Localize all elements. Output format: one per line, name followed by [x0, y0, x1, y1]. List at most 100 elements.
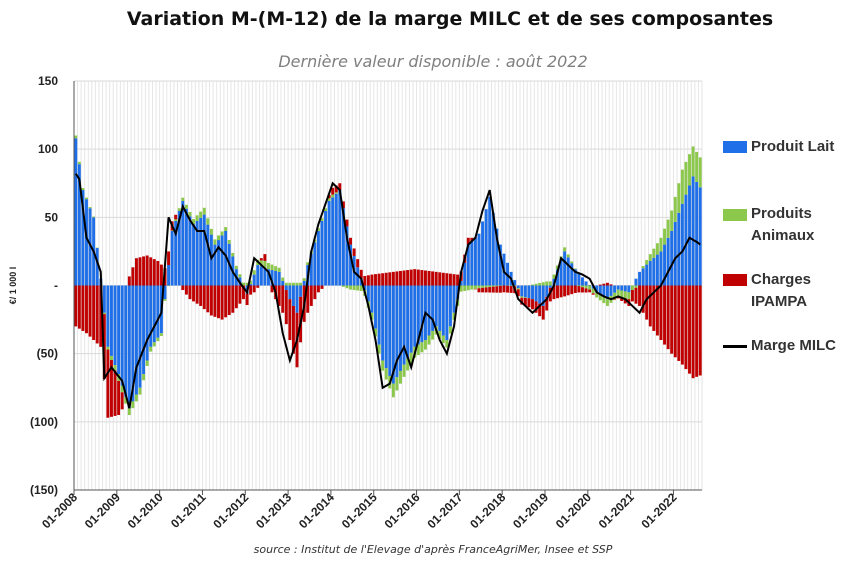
bar-lait — [634, 278, 638, 286]
bar-anim — [163, 299, 167, 301]
bar-anim — [267, 263, 270, 270]
bar-lait — [374, 285, 377, 329]
bar-charges — [605, 282, 609, 286]
bar-lait — [609, 285, 613, 296]
bar-anim — [552, 274, 556, 279]
bar-anim — [563, 247, 567, 252]
bar-charges — [502, 285, 506, 293]
bar-anim — [584, 285, 588, 289]
bar-anim — [438, 330, 442, 339]
bar-lait — [320, 220, 324, 286]
bar-charges — [213, 285, 217, 317]
bar-charges — [256, 285, 260, 288]
bar-lait — [316, 230, 320, 286]
bar-anim — [349, 285, 352, 290]
bar-anim — [548, 281, 552, 286]
bar-lait — [145, 285, 149, 361]
bar-charges — [209, 285, 213, 316]
bar-charges — [591, 293, 595, 295]
bar-anim — [652, 248, 656, 258]
bar-charges — [573, 285, 577, 293]
bar-charges — [366, 275, 370, 286]
bar-lait — [156, 285, 160, 338]
bar-lait — [81, 190, 85, 286]
bar-anim — [688, 154, 691, 186]
bar-lait — [413, 285, 417, 347]
bar-charges — [531, 299, 534, 310]
bar-anim — [520, 296, 524, 298]
bar-anim — [466, 285, 470, 291]
bar-lait — [195, 220, 199, 286]
bar-charges — [391, 271, 395, 286]
legend-swatch-anim — [723, 209, 747, 221]
bar-lait — [670, 230, 674, 286]
legend-label-lait: Produit Lait — [751, 138, 835, 155]
bar-anim — [588, 285, 592, 290]
bar-charges — [259, 258, 263, 261]
bar-lait — [595, 285, 599, 293]
bar-anim — [420, 342, 424, 353]
bar-lait — [334, 193, 338, 286]
bar-lait — [85, 199, 88, 286]
bar-charges — [488, 287, 492, 293]
bar-lait — [163, 285, 167, 300]
bar-anim — [598, 294, 602, 301]
bar-lait — [152, 285, 156, 343]
bar-lait — [384, 285, 388, 369]
bar-lait — [431, 285, 435, 331]
bar-charges — [313, 285, 317, 300]
bar-charges — [588, 289, 592, 293]
bar-charges — [192, 285, 195, 302]
bar-anim — [138, 387, 142, 395]
bar-charges — [602, 283, 606, 286]
bar-lait — [402, 285, 406, 365]
bar-charges — [698, 285, 702, 376]
bar-anim — [234, 265, 238, 270]
bar-anim — [509, 285, 513, 287]
bar-charges — [609, 284, 613, 286]
bar-anim — [666, 219, 670, 238]
bar-anim — [274, 266, 278, 271]
bar-anim — [213, 239, 217, 245]
bar-charges — [577, 286, 581, 293]
bar-lait — [477, 233, 481, 286]
bar-anim — [473, 285, 477, 289]
bar-lait — [627, 285, 631, 293]
bar-lait — [217, 240, 220, 286]
bar-lait — [399, 285, 402, 371]
bar-charges — [309, 285, 313, 306]
bar-charges — [120, 392, 124, 410]
bar-anim — [441, 335, 445, 344]
bar-lait — [170, 230, 174, 286]
bar-anim — [581, 285, 584, 288]
bar-anim — [245, 282, 249, 286]
bar-charges — [523, 297, 527, 306]
bar-anim — [341, 285, 345, 287]
bar-charges — [220, 285, 224, 320]
bar-lait — [459, 280, 463, 286]
bar-anim — [374, 328, 377, 337]
bar-charges — [291, 305, 295, 354]
bar-charges — [456, 274, 460, 286]
bar-charges — [541, 305, 545, 320]
bar-charges — [477, 288, 481, 293]
bar-charges — [242, 285, 245, 300]
x-tick-label: 01-2012 — [210, 490, 251, 531]
bar-charges — [85, 285, 88, 334]
bar-lait — [291, 285, 295, 306]
bar-charges — [466, 237, 470, 245]
bar-anim — [167, 285, 171, 287]
bar-charges — [527, 298, 531, 308]
bar-lait — [427, 285, 431, 336]
bar-lait — [484, 209, 488, 286]
bar-anim — [641, 265, 645, 269]
bar-anim — [259, 260, 263, 267]
y-tick-label: 100 — [38, 142, 58, 156]
bar-charges — [349, 237, 352, 245]
bar-anim — [402, 364, 406, 377]
bar-anim — [484, 285, 488, 288]
bar-anim — [384, 368, 388, 380]
bar-lait — [406, 285, 410, 359]
bar-anim — [324, 208, 328, 211]
bar-lait — [677, 212, 681, 286]
